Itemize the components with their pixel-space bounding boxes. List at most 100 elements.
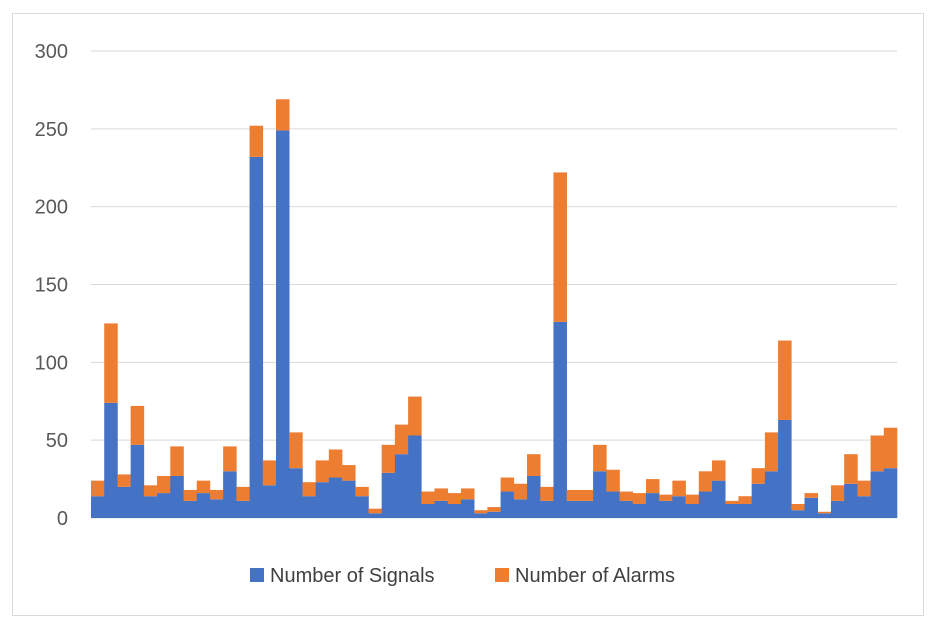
bar-segment-signals <box>381 472 396 518</box>
bar-segment-signals <box>500 491 515 518</box>
bar-segment-alarms <box>302 482 316 497</box>
bar-segment-signals <box>791 510 805 518</box>
bar-segment-signals <box>130 444 145 518</box>
bar-segment-signals <box>117 486 131 518</box>
bar-segment-signals <box>685 503 700 518</box>
bar-segment-alarms <box>143 485 158 497</box>
bar-segment-alarms <box>447 493 462 504</box>
legend-swatch-signals <box>250 568 264 582</box>
bar-segment-signals <box>342 480 356 518</box>
bar-segment-signals <box>447 503 462 518</box>
bar-segment-signals <box>751 483 766 518</box>
legend-label-signals: Number of Signals <box>270 565 435 587</box>
bar-segment-signals <box>196 493 211 518</box>
bar-segment-alarms <box>619 491 634 501</box>
bar-segment-alarms <box>593 444 607 472</box>
bars <box>91 99 898 518</box>
bar-segment-alarms <box>355 486 369 497</box>
bar-segment-alarms <box>209 489 224 500</box>
bar-segment-alarms <box>685 494 700 504</box>
bar-segment-alarms <box>368 508 382 514</box>
legend: Number of Signals Number of Alarms <box>250 565 675 587</box>
bar-segment-signals <box>857 496 871 518</box>
bar-segment-alarms <box>500 477 515 492</box>
bar-segment-signals <box>632 503 647 518</box>
legend-label-alarms: Number of Alarms <box>515 565 675 587</box>
bar-segment-alarms <box>606 469 620 492</box>
bar-segment-alarms <box>342 465 356 481</box>
bar-segment-signals <box>460 499 475 518</box>
bar-segment-signals <box>474 513 488 518</box>
bar-segment-signals <box>778 419 792 518</box>
bar-segment-alarms <box>223 446 237 472</box>
bar-segment-signals <box>143 496 158 518</box>
bar-segment-alarms <box>579 489 594 501</box>
bar-segment-signals <box>712 480 726 518</box>
bar-segment-signals <box>236 500 250 518</box>
bar-segment-alarms <box>830 485 845 501</box>
bar-segment-alarms <box>527 454 541 476</box>
bar-segment-alarms <box>712 460 726 481</box>
bar-segment-signals <box>170 475 184 518</box>
bar-segment-alarms <box>183 489 198 501</box>
bar-segment-alarms <box>394 424 409 455</box>
bar-segment-signals <box>328 477 343 518</box>
bar-segment-alarms <box>408 396 422 436</box>
bar-segment-alarms <box>249 125 264 157</box>
bar-segment-signals <box>672 496 686 518</box>
bar-segment-signals <box>764 471 779 518</box>
bar-segment-signals <box>659 500 673 518</box>
bar-segment-alarms <box>487 507 501 512</box>
bar-segment-alarms <box>117 474 131 487</box>
bar-segment-signals <box>606 491 620 518</box>
bar-segment-signals <box>275 130 290 518</box>
bar-segment-alarms <box>804 493 819 498</box>
bar-segment-alarms <box>645 479 660 494</box>
bar-segment-alarms <box>870 435 885 472</box>
bar-segment-signals <box>593 471 607 518</box>
y-tick-label: 50 <box>46 430 68 452</box>
bar-segment-alarms <box>130 405 145 445</box>
y-tick-label: 100 <box>35 352 68 374</box>
bar-segment-alarms <box>844 454 858 484</box>
bar-segment-alarms <box>738 496 752 504</box>
bar-segment-alarms <box>236 486 250 501</box>
bar-segment-signals <box>619 500 634 518</box>
bar-segment-signals <box>223 471 237 518</box>
bar-segment-alarms <box>474 510 488 514</box>
bar-segment-signals <box>540 500 554 518</box>
bar-segment-alarms <box>725 500 739 504</box>
y-tick-label: 250 <box>35 119 68 141</box>
bar-segment-alarms <box>170 446 184 476</box>
bar-segment-alarms <box>698 471 713 492</box>
bar-segment-alarms <box>91 480 105 497</box>
bar-segment-alarms <box>672 480 686 497</box>
bar-segment-signals <box>645 493 660 518</box>
bar-segment-signals <box>434 500 449 518</box>
bar-segment-alarms <box>566 489 581 501</box>
bar-segment-signals <box>804 497 819 518</box>
bar-segment-signals <box>870 471 885 518</box>
bar-segment-alarms <box>275 99 290 131</box>
bar-segment-alarms <box>632 493 647 504</box>
bar-segment-alarms <box>104 323 118 403</box>
bar-segment-signals <box>817 513 832 518</box>
bar-segment-signals <box>249 156 264 518</box>
bar-segment-signals <box>289 468 303 518</box>
bar-segment-alarms <box>857 480 871 497</box>
bar-segment-signals <box>527 475 541 518</box>
stacked-bar-chart: 0 50 100 150 200 250 300 Number of Signals Num… <box>35 41 898 587</box>
bar-segment-alarms <box>778 340 792 420</box>
bar-segment-alarms <box>553 172 567 322</box>
bar-segment-signals <box>566 500 581 518</box>
gridlines <box>91 50 897 519</box>
bar-segment-signals <box>104 402 118 518</box>
bar-segment-alarms <box>289 432 303 469</box>
bar-segment-alarms <box>764 432 779 472</box>
y-tick-label: 150 <box>35 275 68 297</box>
legend-swatch-alarms <box>495 568 509 582</box>
bar-segment-alarms <box>751 468 766 484</box>
y-tick-label: 200 <box>35 197 68 219</box>
bar-segment-signals <box>394 454 409 518</box>
bar-segment-signals <box>883 468 898 518</box>
